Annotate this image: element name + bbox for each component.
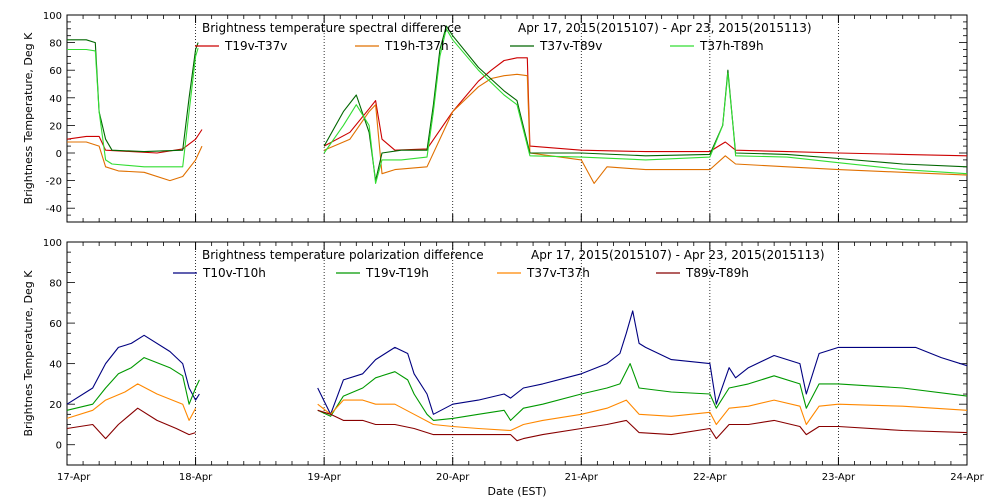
series-line-t10v-t10h [66,310,968,415]
chart-date-range: Apr 17, 2015(2015107) - Apr 23, 2015(201… [518,21,812,35]
series-line-t37v-t89v [67,25,968,182]
series-line-t19h-t37h [67,73,968,184]
y-tick-label: 40 [49,94,62,105]
legend-entry: T19h-T37h [384,39,449,53]
chart-date-range: Apr 17, 2015(2015107) - Apr 23, 2015(201… [531,248,825,262]
legend-entry: T37v-T89v [539,39,602,53]
y-tick-label: 20 [49,400,62,411]
x-tick-label: 18-Apr [179,472,213,483]
x-tick-label: 17-Apr [57,472,91,483]
legend-entry: T10v-T10h [202,266,266,280]
x-tick-label: 19-Apr [307,472,341,483]
x-tick-label: 21-Apr [565,472,599,483]
legend-entry: T37h-T89h [699,39,764,53]
legend-entry: T19v-T19h [365,266,429,280]
plot-frame [66,241,968,466]
y-tick-label: 20 [49,121,62,132]
x-axis-label: Date (EST) [487,485,546,498]
x-tick-label: 22-Apr [693,472,727,483]
legend-entry: T19v-T37v [224,39,287,53]
x-tick-label: 24-Apr [950,472,984,483]
series-line-t37h-t89h [67,28,968,184]
chart-title: Brightness temperature spectral differen… [202,21,461,35]
y-axis-label: Brightness Temperature, Deg K [22,32,35,204]
legend-entry: T37v-T37h [526,266,590,280]
y-tick-label: 100 [43,238,62,249]
x-tick-label: 23-Apr [822,472,856,483]
series-line-t19v-t19h [66,357,968,421]
y-tick-label: -20 [46,177,62,188]
chart-title: Brightness temperature polarization diff… [202,248,484,262]
y-tick-label: 60 [49,66,62,77]
y-tick-label: 40 [49,360,62,371]
y-tick-label: -40 [46,204,62,215]
spectral-difference-panel: -40 -20 0 20 40 60 80 100 Brightness temperature… [22,11,968,223]
y-tick-label: 100 [43,11,62,22]
polarization-difference-panel: 0 20 40 60 80 100 17-Apr 18-Apr 19-Apr 20-Apr 21-A… [22,238,985,498]
series-line-t37v-t37h [66,383,968,432]
y-axis-label: Brightnes Temperature, Deg K [22,270,35,437]
y-tick-label: 0 [56,441,62,452]
legend-entry: T89v-T89h [685,266,749,280]
x-tick-label: 20-Apr [436,472,470,483]
series-line-t89v-t89h [66,407,968,442]
y-tick-label: 0 [56,149,62,160]
y-tick-label: 80 [49,279,62,290]
y-tick-label: 80 [49,39,62,50]
y-tick-label: 60 [49,319,62,330]
